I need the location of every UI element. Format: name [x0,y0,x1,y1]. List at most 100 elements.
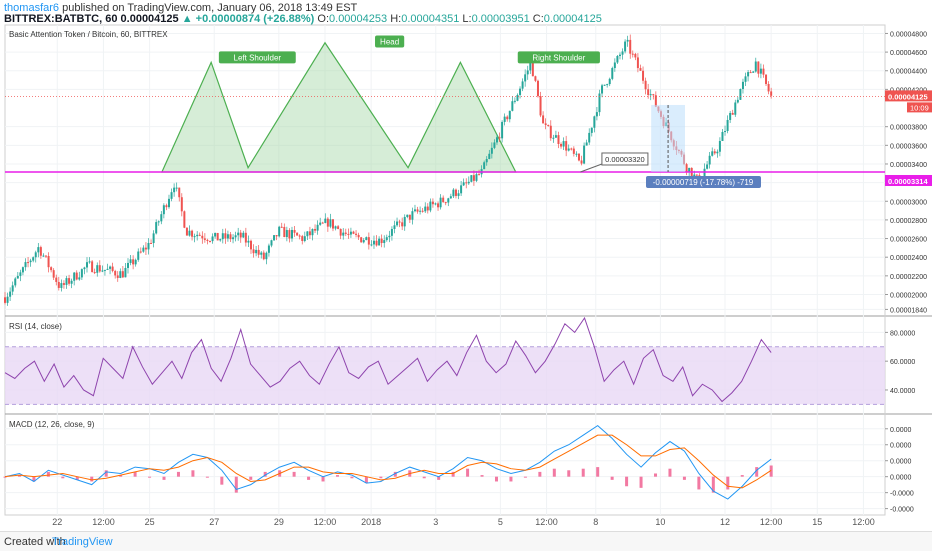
candle-body [214,232,217,237]
x-tick-label: 12:00 [535,517,558,527]
candle-body [611,68,614,79]
candle-body [439,197,442,208]
candle-body [155,222,158,234]
macd-histogram-bar [682,476,686,480]
candle-body [232,237,235,240]
y-tick-label: 0.00002800 [890,218,927,225]
candle-body [293,229,296,233]
candle-body [219,239,222,241]
candle-body [32,257,35,261]
macd-histogram-bar [205,476,209,478]
x-tick-label: 2018 [361,517,381,527]
macd-histogram-bar [755,467,759,477]
candle-body [542,115,545,124]
candle-body [385,237,388,241]
candle-body [357,234,360,238]
macd-histogram-bar [466,468,470,477]
macd-histogram-bar [538,471,542,477]
candle-body [185,227,188,236]
y-tick-label: 0.00002000 [890,292,927,299]
candle-body [552,137,555,139]
candle-body [370,244,373,246]
candle-body [14,278,17,286]
candle-body [347,233,350,235]
candle-body [475,174,478,181]
candle-body [588,132,591,143]
candle-body [247,240,250,243]
tradingview-logo[interactable]: TradingView [52,536,113,548]
candle-body [270,240,273,246]
pane-title: RSI (14, close) [9,322,62,331]
candle-body [495,137,498,143]
pane-title: Basic Attention Token / Bitcoin, 60, BIT… [9,30,168,39]
candle-body [616,56,619,63]
candle-body [311,228,314,236]
x-tick-label: 12:00 [92,517,115,527]
neckline-tag-text: 0.00003314 [888,177,928,186]
candle-body [73,272,76,281]
candle-body [352,231,355,234]
candle-body [603,84,606,86]
candle-body [467,181,470,184]
macd-histogram-bar [639,476,643,488]
y-tick-label: 0.00002600 [890,237,927,244]
macd-histogram-bar [321,476,325,482]
candle-body [29,260,32,263]
author-link[interactable]: thomasfar6 [4,2,60,14]
candle-body [754,61,757,72]
candle-body [501,121,504,139]
candle-body [695,174,698,176]
candle-body [139,251,142,253]
candle-body [575,153,578,155]
candle-body [521,81,524,89]
candle-body [60,283,63,288]
candle-body [208,240,211,242]
candle-body [288,230,291,239]
candle-body [421,210,424,212]
macd-histogram-bar [581,468,585,477]
macd-histogram-bar [523,476,527,478]
last-price-tag-text: 0.00004125 [888,92,928,101]
macd-histogram-bar [567,470,571,477]
candle-body [298,235,301,237]
candle-body [170,192,173,199]
macd-histogram-bar [119,475,123,477]
trading-chart[interactable]: 22 12:00 25 27 29 12:00 2018 3 5 12:00 8 10 12 12:00 1… [0,0,932,530]
candle-body [21,267,24,273]
candle-body [324,218,327,223]
candle-body [211,236,214,242]
candle-body [639,68,642,71]
y-tick-label: 0.00004800 [890,31,927,38]
close-label: C: [532,13,544,25]
candle-body [24,262,27,268]
candle-body [413,209,416,212]
candle-body [747,72,750,77]
candle-body [93,272,96,274]
candle-body [549,125,552,139]
y-tick-label: 0.00003000 [890,199,927,206]
candle-body [396,221,399,226]
candle-body [178,187,181,198]
candle-body [273,235,276,241]
y-tick-label: -0.0000 [890,507,914,514]
candle-body [334,226,337,229]
candle-body [344,232,347,234]
x-tick-label: 25 [145,517,155,527]
candle-body [526,70,529,75]
countdown-text: 10:09 [910,103,929,112]
candle-body [34,252,37,258]
macd-histogram-bar [46,471,50,477]
candle-body [134,259,137,265]
neckline-tag [885,174,932,186]
rsi-line [4,316,772,403]
candle-body [331,219,334,229]
candle-body [19,272,22,276]
macd-histogram-bar [393,471,397,477]
x-tick-label: 15 [812,517,822,527]
candle-body [388,235,391,238]
candle-body [447,198,450,203]
macd-histogram-bar [509,476,513,482]
candle-body [513,100,516,102]
pattern-label-box [517,51,600,64]
candle-body [485,158,488,163]
